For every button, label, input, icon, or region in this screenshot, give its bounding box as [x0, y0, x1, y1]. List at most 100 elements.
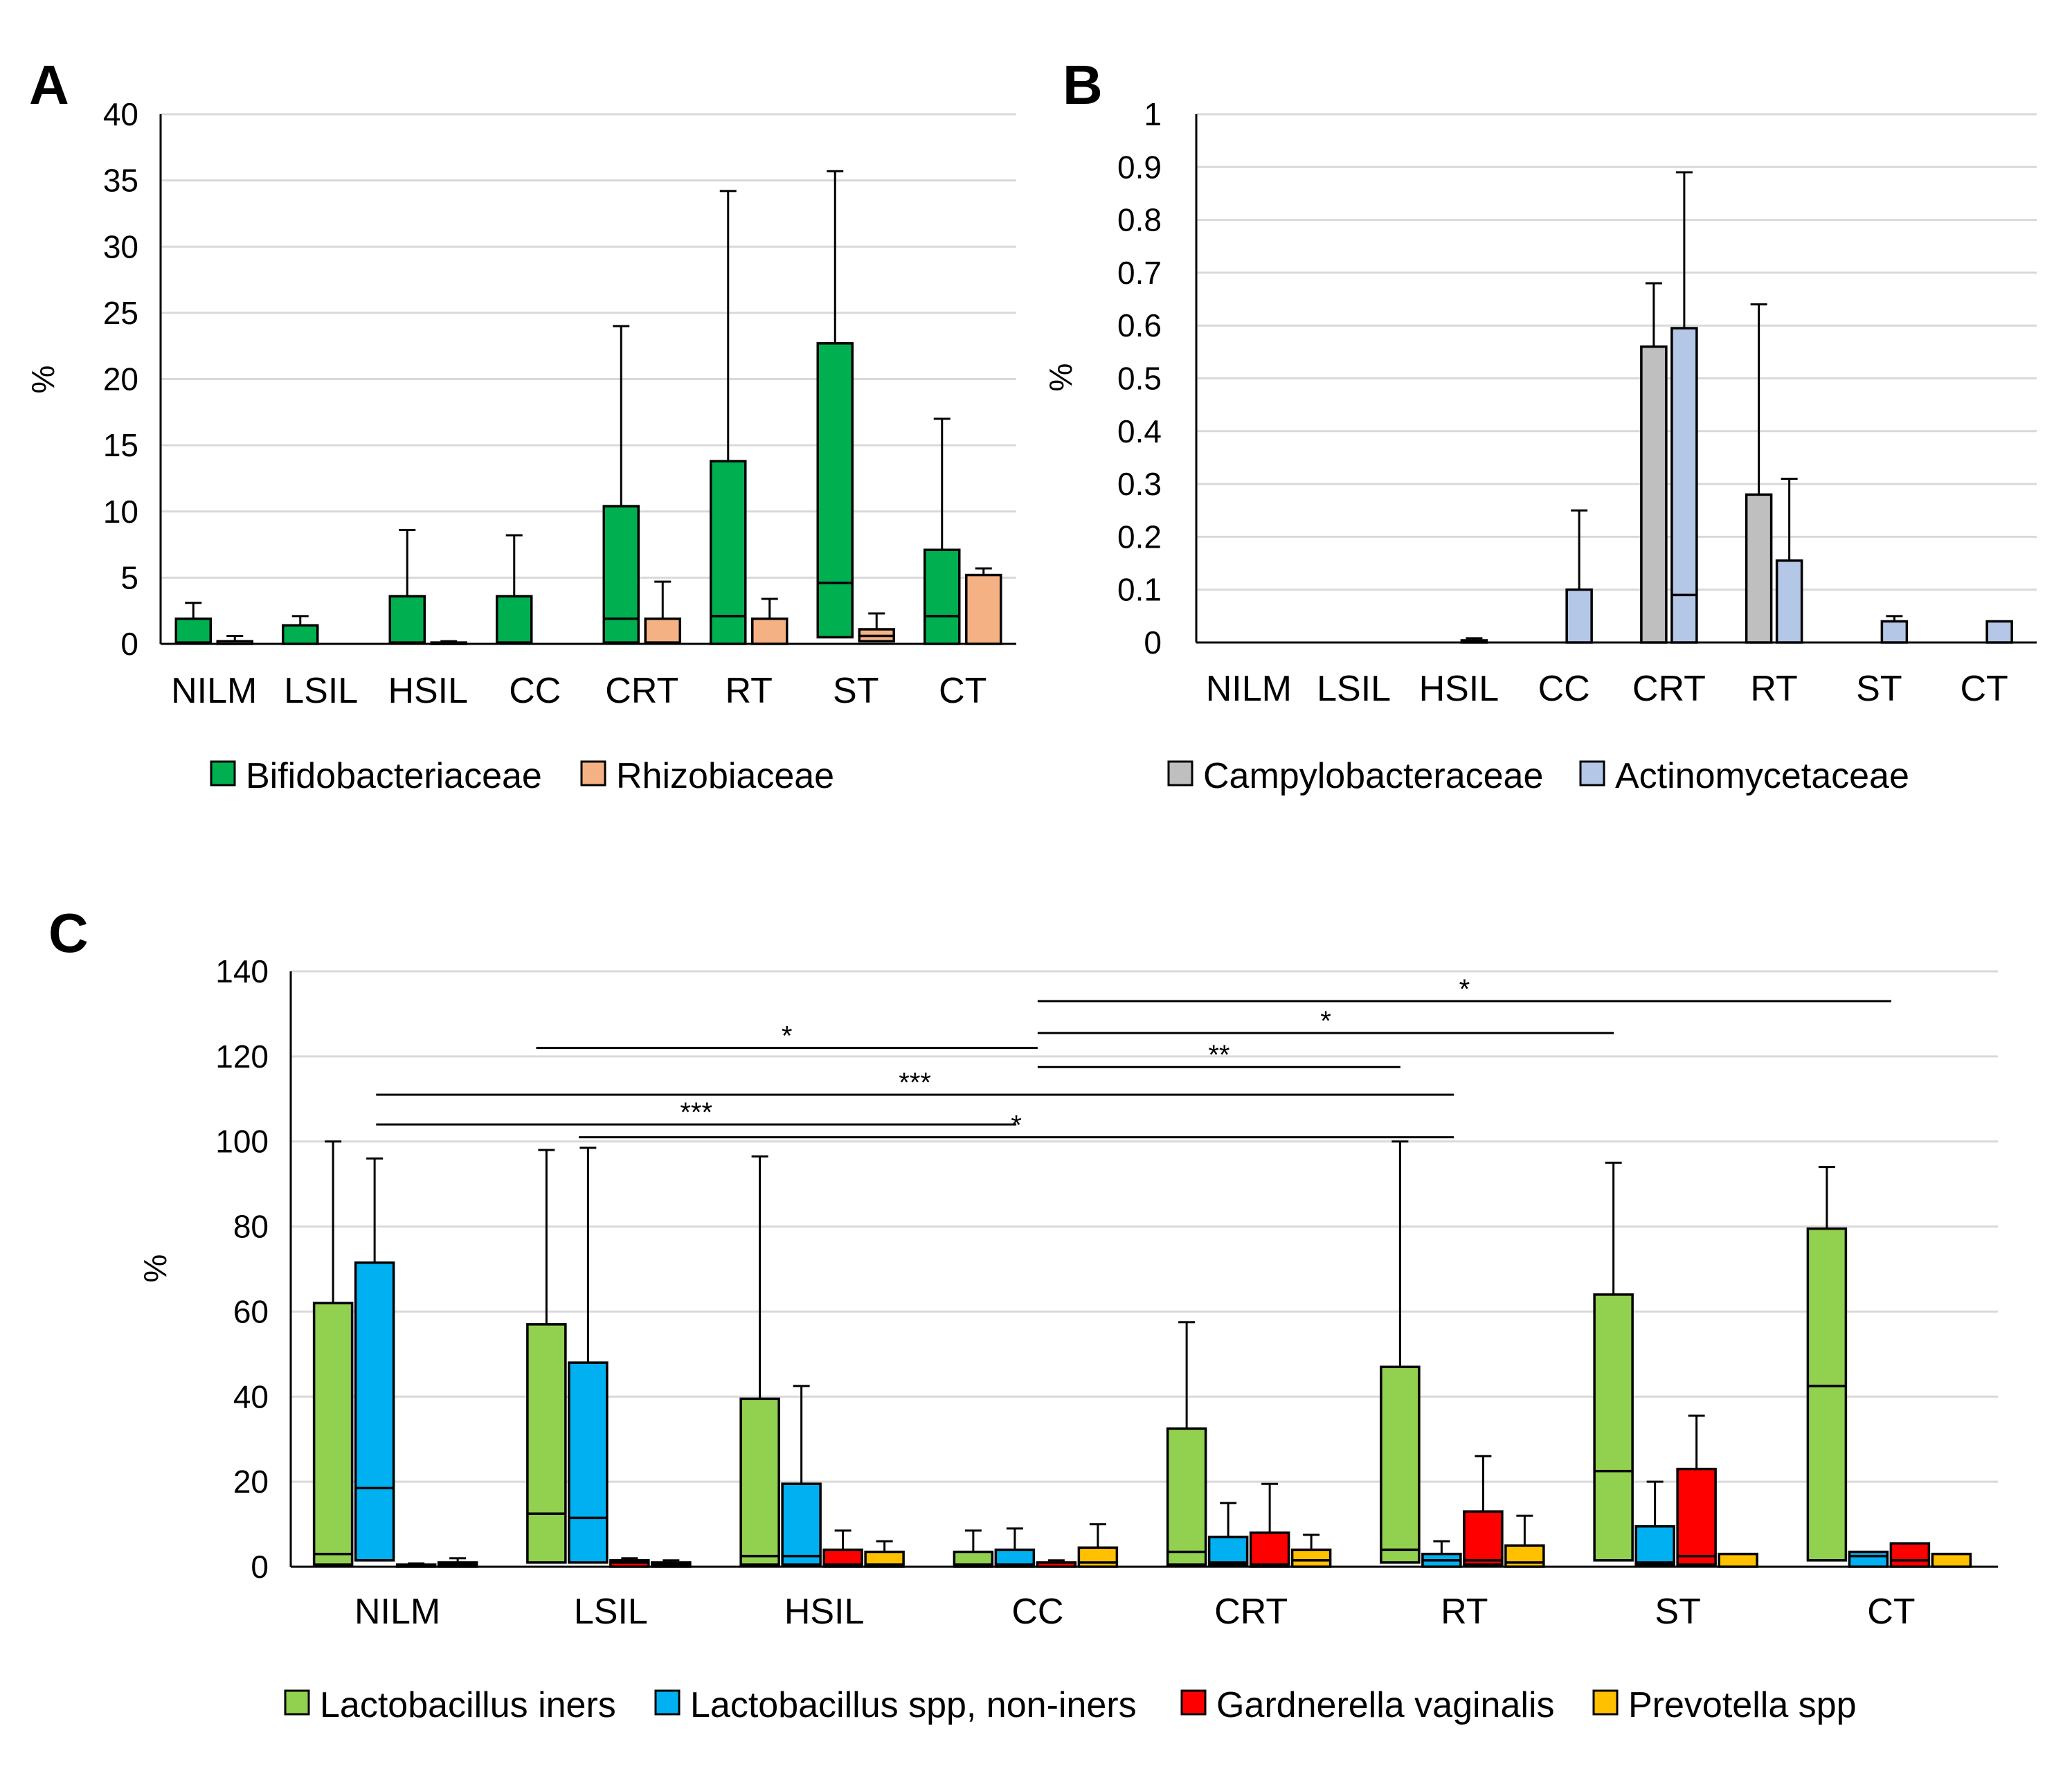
x-tick-label-c-crt: CRT [1214, 1592, 1288, 1632]
box-c-prevotella-spp-ct [1931, 1552, 1972, 1568]
legend-label-gardnerella-vaginalis: Gardnerella vaginalis [1216, 1685, 1555, 1725]
box-b-actinomycetaceae-ct [1985, 620, 2013, 644]
significance-label: ** [1208, 1040, 1229, 1070]
box-a-bifidobacteriaceae-lsil [282, 624, 319, 645]
x-tick-label-a-st: ST [833, 671, 879, 711]
y-tick-label-c: 80 [233, 1209, 269, 1245]
legend-label-actinomycetaceae: Actinomycetaceae [1615, 756, 1909, 796]
x-tick-label-a-cc: CC [509, 671, 561, 711]
significance-label: * [782, 1021, 793, 1052]
box-c-lactobacillus-iners-st [1593, 1293, 1634, 1562]
x-tick-label-a-lsil: LSIL [284, 671, 358, 711]
y-tick-label-a: 35 [103, 163, 138, 199]
x-tick-label-c-nilm: NILM [354, 1592, 440, 1632]
chart-panel-b: 0 0.1 0.2 0.3 0.4 0.5 0.6 0.7 0.8 0.9 1% NILM LSIL HS… [1043, 96, 2037, 796]
box-c-lactobacillus-iners-crt [1166, 1427, 1207, 1566]
y-tick-label-c: 0 [251, 1549, 269, 1585]
x-tick-label-c-cc: CC [1011, 1592, 1063, 1632]
y-tick-label-a: 5 [120, 559, 138, 595]
box-b-actinomycetaceae-cc [1565, 588, 1593, 644]
box-c-lactobacillus-spp-non-iners-hsil [781, 1482, 822, 1566]
box-c-lactobacillus-iners-hsil [739, 1397, 780, 1566]
y-axis-label-c: % [137, 1255, 173, 1283]
box-c-lactobacillus-spp-non-iners-st [1634, 1525, 1675, 1566]
x-tick-label-b-nilm: NILM [1206, 669, 1292, 709]
y-tick-label-c: 140 [215, 953, 269, 989]
box-a-bifidobacteriaceae-hsil [388, 595, 426, 644]
y-tick-label-b: 0.1 [1117, 572, 1162, 608]
box-a-rhizobiaceae-hsil [430, 641, 467, 645]
box-c-lactobacillus-spp-non-iners-ct [1848, 1550, 1889, 1568]
x-tick-label-c-hsil: HSIL [784, 1592, 865, 1632]
box-c-lactobacillus-spp-non-iners-nilm [354, 1261, 395, 1562]
x-tick-label-b-hsil: HSIL [1419, 669, 1499, 709]
box-a-bifidobacteriaceae-ct [924, 548, 961, 645]
y-axis-label-b: % [1043, 363, 1079, 392]
significance-label: * [1459, 974, 1470, 1005]
box-c-prevotella-spp-hsil [864, 1550, 905, 1568]
x-tick-label-c-ct: CT [1867, 1592, 1915, 1632]
y-axis-label-a: % [25, 366, 61, 394]
legend-label-campylobacteraceae: Campylobacteraceae [1203, 756, 1543, 796]
y-tick-label-b: 0.3 [1117, 466, 1162, 502]
y-tick-label-a: 20 [103, 361, 138, 397]
box-b-campylobacteraceae-rt [1745, 493, 1773, 644]
significance-label: * [1320, 1006, 1331, 1036]
y-tick-label-a: 0 [120, 626, 138, 662]
box-c-gardnerella-vaginalis-crt [1249, 1531, 1290, 1568]
box-b-actinomycetaceae-rt [1775, 559, 1803, 644]
x-tick-label-c-st: ST [1655, 1592, 1700, 1632]
legend-swatch-gardnerella-vaginalis [1180, 1689, 1207, 1716]
y-tick-label-c: 40 [233, 1378, 269, 1414]
legend-swatch-actinomycetaceae [1579, 760, 1605, 786]
legend-label-prevotella-spp: Prevotella spp [1628, 1685, 1857, 1725]
y-tick-label-b: 0.9 [1117, 149, 1162, 185]
box-c-lactobacillus-iners-rt [1380, 1365, 1421, 1564]
x-tick-label-b-ct: CT [1960, 669, 2008, 709]
significance-label: *** [680, 1097, 712, 1128]
panel-label-c: C [48, 902, 89, 964]
y-tick-label-b: 0.8 [1117, 202, 1162, 238]
panel-label-a: A [29, 54, 69, 116]
y-tick-label-a: 40 [103, 96, 138, 132]
y-tick-label-c: 120 [215, 1039, 269, 1075]
box-a-bifidobacteriaceae-rt [710, 460, 747, 645]
x-tick-label-a-crt: CRT [605, 671, 678, 711]
y-tick-label-b: 0.2 [1117, 519, 1162, 555]
y-tick-label-a: 15 [103, 427, 138, 463]
box-c-lactobacillus-iners-ct [1806, 1227, 1848, 1562]
x-tick-label-a-nilm: NILM [171, 671, 257, 711]
legend-label-bifidobacteriaceae: Bifidobacteriaceae [246, 756, 542, 796]
box-a-bifidobacteriaceae-nilm [174, 617, 212, 644]
legend-swatch-prevotella-spp [1592, 1689, 1619, 1716]
x-tick-label-b-rt: RT [1750, 669, 1797, 709]
box-c-prevotella-spp-crt [1290, 1548, 1332, 1568]
x-tick-label-b-st: ST [1856, 669, 1902, 709]
y-tick-label-b: 1 [1144, 96, 1162, 132]
box-b-campylobacteraceae-crt [1640, 345, 1668, 644]
significance-label: *** [899, 1068, 931, 1098]
y-tick-label-a: 10 [103, 494, 138, 530]
y-tick-label-b: 0 [1144, 624, 1162, 660]
y-tick-label-a: 25 [103, 295, 138, 331]
box-c-gardnerella-vaginalis-st [1676, 1467, 1717, 1566]
legend-swatch-rhizobiaceae [580, 760, 606, 786]
box-c-prevotella-spp-cc [1077, 1546, 1119, 1568]
x-tick-label-a-hsil: HSIL [388, 671, 468, 711]
x-tick-label-b-lsil: LSIL [1317, 669, 1391, 709]
x-tick-label-a-ct: CT [939, 671, 987, 711]
box-c-lactobacillus-spp-non-iners-lsil [568, 1361, 609, 1564]
box-b-actinomycetaceae-st [1880, 620, 1909, 644]
legend-swatch-campylobacteraceae [1167, 760, 1193, 786]
x-tick-label-c-lsil: LSIL [574, 1592, 648, 1632]
box-c-gardnerella-vaginalis-ct [1889, 1542, 1931, 1568]
x-tick-label-a-rt: RT [726, 671, 773, 711]
legend-label-lactobacillus-spp-non-iners: Lactobacillus spp, non-iners [690, 1685, 1137, 1725]
box-a-bifidobacteriaceae-st [816, 342, 854, 639]
box-c-lactobacillus-iners-nilm [312, 1302, 354, 1566]
box-b-actinomycetaceae-hsil [1460, 639, 1488, 644]
box-c-gardnerella-vaginalis-rt [1463, 1510, 1504, 1566]
y-tick-label-a: 30 [103, 228, 138, 264]
box-a-bifidobacteriaceae-crt [602, 505, 640, 644]
